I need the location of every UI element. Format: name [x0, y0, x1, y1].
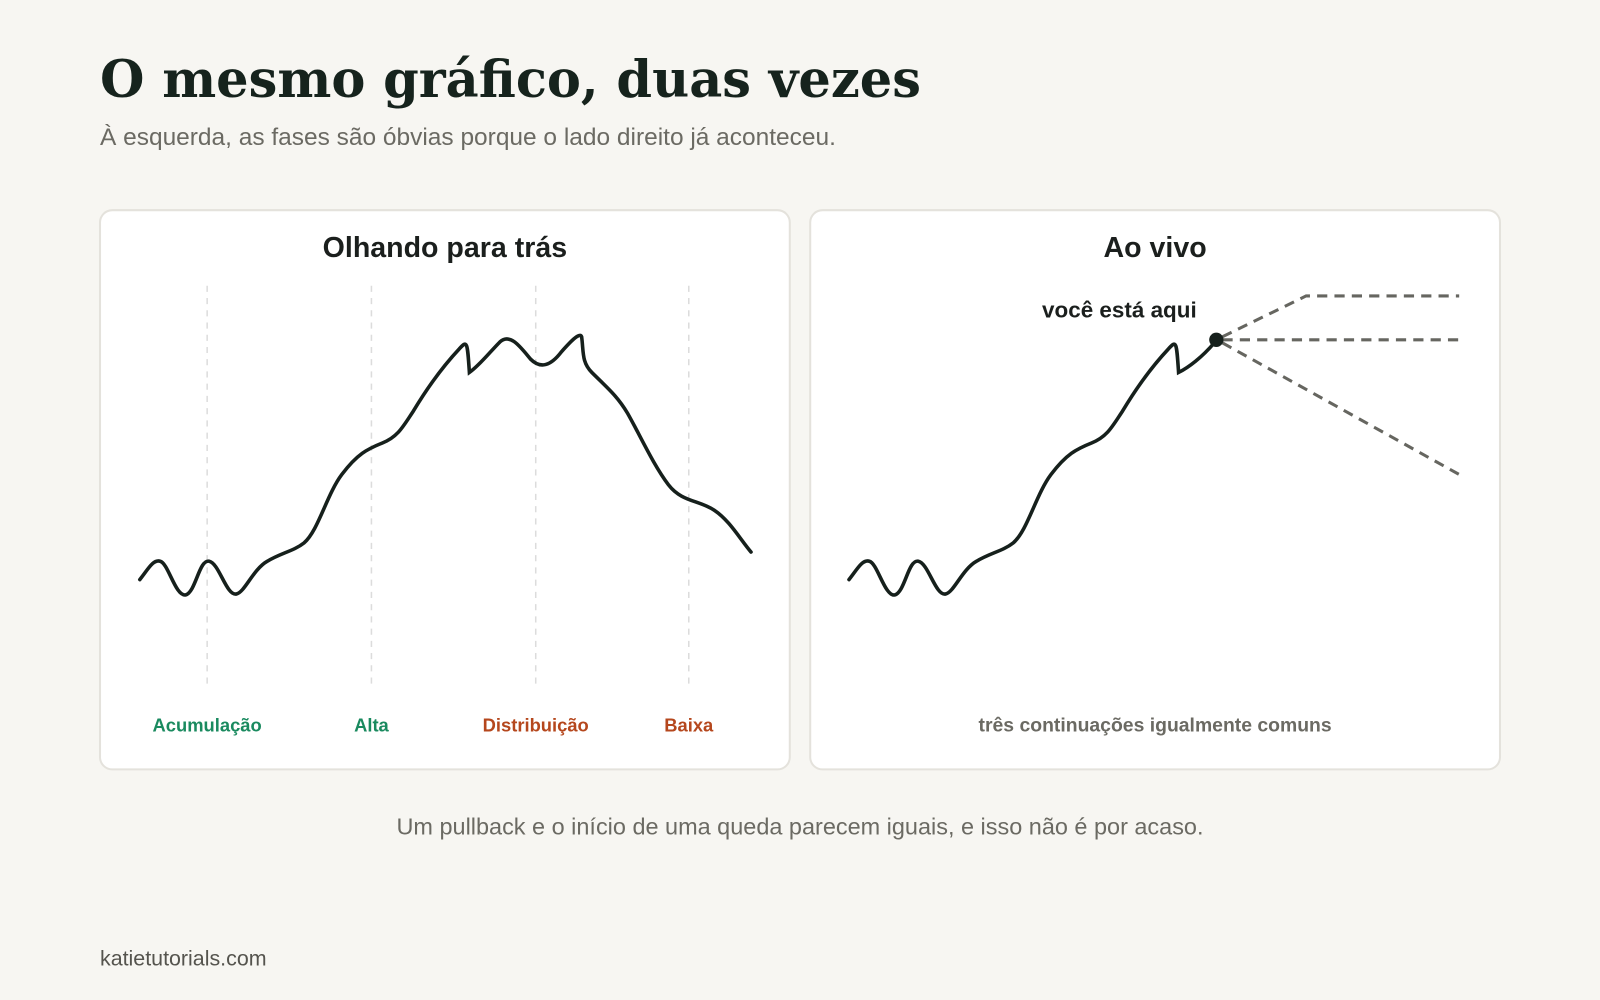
phase-label: Acumulação [153, 715, 262, 736]
title: O mesmo gráfico, duas vezes [100, 50, 921, 110]
panel-title: Ao vivo [1104, 232, 1207, 264]
phase-label: Alta [354, 715, 389, 736]
panel-note: três continuações igualmente comuns [979, 715, 1332, 737]
phase-label: Distribuição [483, 715, 589, 736]
price-curve [847, 341, 1217, 597]
panel [98, 209, 791, 771]
marker-label: você está aqui [1042, 297, 1197, 322]
price-curve [138, 333, 753, 597]
continuations [1221, 294, 1460, 476]
caption: Um pullback e o início de uma queda pare… [397, 814, 1204, 840]
phase-dividers [206, 285, 690, 684]
footer: katietutorials.com [100, 946, 267, 970]
current-point [1209, 332, 1224, 347]
subtitle: À esquerda, as fases são óbvias porque o… [100, 124, 836, 151]
phase-label: Baixa [664, 715, 714, 736]
panel-title: Olhando para trás [323, 232, 567, 264]
panel [809, 209, 1502, 771]
